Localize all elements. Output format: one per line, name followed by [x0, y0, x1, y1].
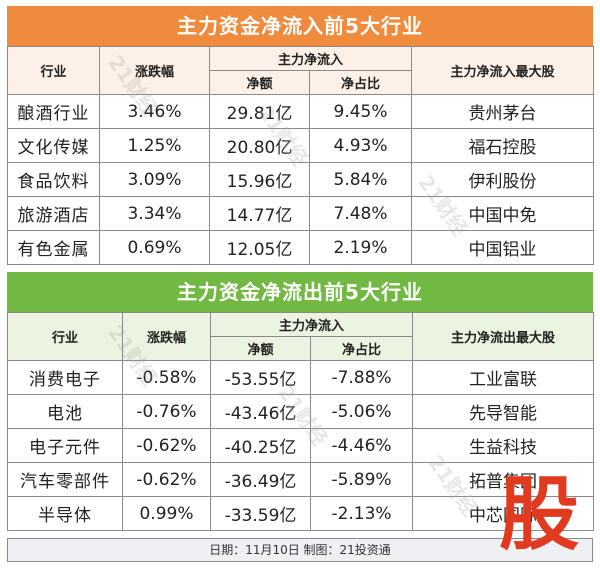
change-cell: -0.58%: [122, 360, 211, 395]
change-cell: 3.46%: [99, 94, 210, 129]
header-change: 涨跌幅: [122, 312, 211, 361]
header-amount: 净额: [210, 336, 311, 361]
outflow-table: 行业 涨跌幅 主力净流入 主力净流出最大股 净额 净占比 消费电子 -0.58%…: [7, 312, 595, 531]
industry-cell: 电池: [7, 394, 123, 429]
change-cell: 3.09%: [99, 162, 210, 197]
stock-cell: 中国中免: [411, 196, 595, 231]
change-cell: -0.62%: [122, 462, 211, 497]
industry-cell: 电子元件: [7, 428, 123, 463]
stock-cell: 工业富联: [412, 360, 595, 395]
header-industry: 行业: [7, 46, 100, 95]
amount-cell: -40.25亿: [210, 428, 311, 463]
ratio-cell: -2.13%: [309, 496, 414, 531]
ratio-cell: 9.45%: [308, 94, 413, 129]
stock-stamp-icon: 股: [499, 468, 579, 561]
table-row: 旅游酒店 3.34% 14.77亿 7.48% 中国中免: [7, 196, 595, 231]
inflow-section: 主力资金净流入前5大行业 行业 涨跌幅 主力净流入 主力净流入最大股 净额 净占…: [7, 6, 595, 265]
table-row: 食品饮料 3.09% 15.96亿 5.84% 伊利股份: [7, 162, 595, 197]
ratio-cell: -5.06%: [309, 394, 414, 429]
ratio-cell: -4.46%: [309, 428, 414, 463]
header-ratio: 净占比: [308, 70, 413, 95]
stock-cell: 先导智能: [412, 394, 595, 429]
table-row: 半导体 0.99% -33.59亿 -2.13% 中芯国际: [7, 496, 595, 531]
amount-cell: 15.96亿: [209, 162, 310, 197]
outflow-title: 主力资金净流出前5大行业: [7, 272, 593, 312]
amount-cell: 14.77亿: [209, 196, 310, 231]
header-ratio: 净占比: [309, 336, 414, 361]
header-industry: 行业: [7, 312, 123, 361]
ratio-cell: 2.19%: [308, 230, 413, 265]
header-net-inflow: 主力净流入: [209, 312, 414, 337]
industry-cell: 酿酒行业: [7, 94, 100, 129]
change-cell: 0.69%: [99, 230, 210, 265]
table-row: 消费电子 -0.58% -53.55亿 -7.88% 工业富联: [7, 360, 595, 395]
amount-cell: 29.81亿: [209, 94, 310, 129]
industry-cell: 有色金属: [7, 230, 100, 265]
amount-cell: 12.05亿: [209, 230, 310, 265]
change-cell: 3.34%: [99, 196, 210, 231]
ratio-cell: 4.93%: [308, 128, 413, 163]
amount-cell: -53.55亿: [210, 360, 311, 395]
stock-cell: 中芯国际: [412, 496, 595, 531]
ratio-cell: -5.89%: [309, 462, 414, 497]
header-net-inflow: 主力净流入: [208, 46, 413, 71]
ratio-cell: 7.48%: [308, 196, 413, 231]
industry-cell: 半导体: [7, 496, 123, 531]
header-top-stock: 主力净流入最大股: [411, 46, 595, 95]
amount-cell: -36.49亿: [210, 462, 311, 497]
header-change: 涨跌幅: [99, 46, 210, 95]
industry-cell: 文化传媒: [7, 128, 100, 163]
table-row: 有色金属 0.69% 12.05亿 2.19% 中国铝业: [7, 230, 595, 265]
inflow-title: 主力资金净流入前5大行业: [7, 6, 593, 46]
table-row: 电子元件 -0.62% -40.25亿 -4.46% 生益科技: [7, 428, 595, 463]
header-amount: 净额: [209, 70, 310, 95]
ratio-cell: 5.84%: [308, 162, 413, 197]
stock-cell: 生益科技: [412, 428, 595, 463]
stock-cell: 伊利股份: [411, 162, 595, 197]
industry-cell: 汽车零部件: [7, 462, 123, 497]
change-cell: 0.99%: [122, 496, 211, 531]
industry-cell: 食品饮料: [7, 162, 100, 197]
stock-cell: 中国铝业: [411, 230, 595, 265]
stock-cell: 拓普集团: [412, 462, 595, 497]
footer-credit: 日期：11月10日 制图：21投资通: [7, 538, 593, 562]
outflow-section: 主力资金净流出前5大行业 行业 涨跌幅 主力净流入 主力净流出最大股 净额 净占…: [7, 272, 595, 531]
amount-cell: -33.59亿: [210, 496, 311, 531]
change-cell: -0.76%: [122, 394, 211, 429]
amount-cell: -43.46亿: [210, 394, 311, 429]
change-cell: 1.25%: [99, 128, 210, 163]
industry-cell: 旅游酒店: [7, 196, 100, 231]
table-row: 文化传媒 1.25% 20.80亿 4.93% 福石控股: [7, 128, 595, 163]
header-top-stock: 主力净流出最大股: [412, 312, 595, 361]
ratio-cell: -7.88%: [309, 360, 414, 395]
table-row: 酿酒行业 3.46% 29.81亿 9.45% 贵州茅台: [7, 94, 595, 129]
inflow-table: 行业 涨跌幅 主力净流入 主力净流入最大股 净额 净占比 酿酒行业 3.46% …: [7, 46, 595, 265]
stock-cell: 福石控股: [411, 128, 595, 163]
amount-cell: 20.80亿: [209, 128, 310, 163]
table-row: 电池 -0.76% -43.46亿 -5.06% 先导智能: [7, 394, 595, 429]
industry-cell: 消费电子: [7, 360, 123, 395]
stock-cell: 贵州茅台: [411, 94, 595, 129]
table-row: 汽车零部件 -0.62% -36.49亿 -5.89% 拓普集团: [7, 462, 595, 497]
change-cell: -0.62%: [122, 428, 211, 463]
